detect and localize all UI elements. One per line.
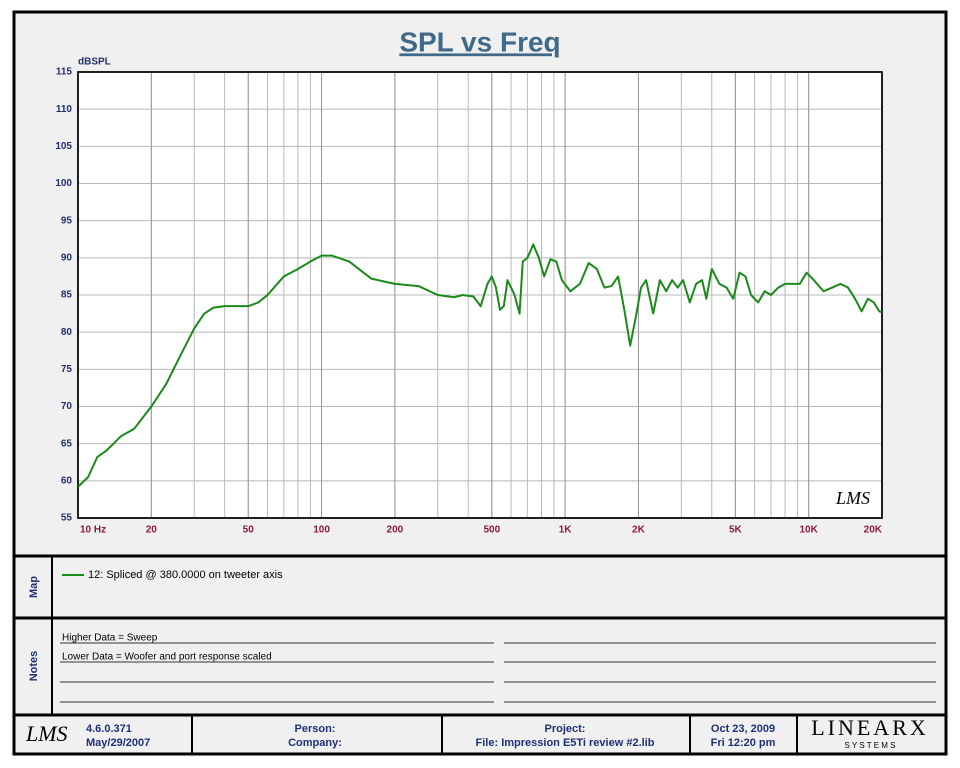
y-tick-label: 85 (61, 290, 73, 301)
footer-text: 4.6.0.371 (86, 723, 132, 735)
x-tick-label: 100 (313, 525, 330, 536)
y-tick-label: 60 (61, 475, 73, 486)
footer-logo: LMS (25, 721, 68, 746)
y-axis-label: dBSPL (78, 57, 111, 68)
footer-brand-sub: S Y S T E M S (845, 741, 896, 750)
footer-text: Oct 23, 2009 (711, 723, 775, 735)
y-tick-label: 95 (61, 215, 73, 226)
x-tick-label: 50 (243, 525, 255, 536)
panel-label: Map (28, 576, 40, 598)
y-tick-label: 65 (61, 438, 73, 449)
y-tick-label: 70 (61, 401, 73, 412)
x-tick-label: 1K (559, 525, 573, 536)
y-tick-label: 115 (56, 67, 73, 78)
x-tick-label: 10K (800, 525, 819, 536)
footer-brand: LINEARX (811, 715, 929, 740)
footer-text: Project: (545, 723, 586, 735)
y-tick-label: 105 (55, 141, 72, 152)
footer-text: Fri 12:20 pm (711, 737, 776, 749)
y-tick-label: 55 (61, 513, 73, 524)
panel-label: Notes (28, 651, 40, 682)
plot-area (77, 71, 883, 519)
x-tick-label: 5K (729, 525, 743, 536)
x-tick-label: 20 (146, 525, 158, 536)
x-tick-label: 10 Hz (80, 525, 106, 536)
x-tick-label: 500 (483, 525, 500, 536)
x-tick-label: 200 (387, 525, 404, 536)
y-tick-label: 100 (55, 178, 72, 189)
y-tick-label: 75 (61, 364, 73, 375)
watermark: LMS (835, 488, 870, 508)
footer-text: May/29/2007 (86, 737, 150, 749)
legend-entry: 12: Spliced @ 380.0000 on tweeter axis (88, 569, 283, 581)
footer-text: Person: (295, 723, 336, 735)
footer-text: File: Impression E5Ti review #2.lib (476, 737, 655, 749)
chart-title: SPL vs Freq (399, 26, 560, 57)
note: Higher Data = Sweep (62, 633, 158, 644)
series-line (77, 243, 883, 488)
footer-text: Company: (288, 737, 342, 749)
note: Lower Data = Woofer and port response sc… (62, 652, 272, 663)
x-tick-label: 20K (864, 525, 883, 536)
y-tick-label: 80 (61, 327, 73, 338)
notes-lines (60, 642, 936, 703)
y-tick-label: 110 (56, 104, 73, 115)
x-tick-label: 2K (632, 525, 646, 536)
y-tick-label: 90 (61, 252, 73, 263)
